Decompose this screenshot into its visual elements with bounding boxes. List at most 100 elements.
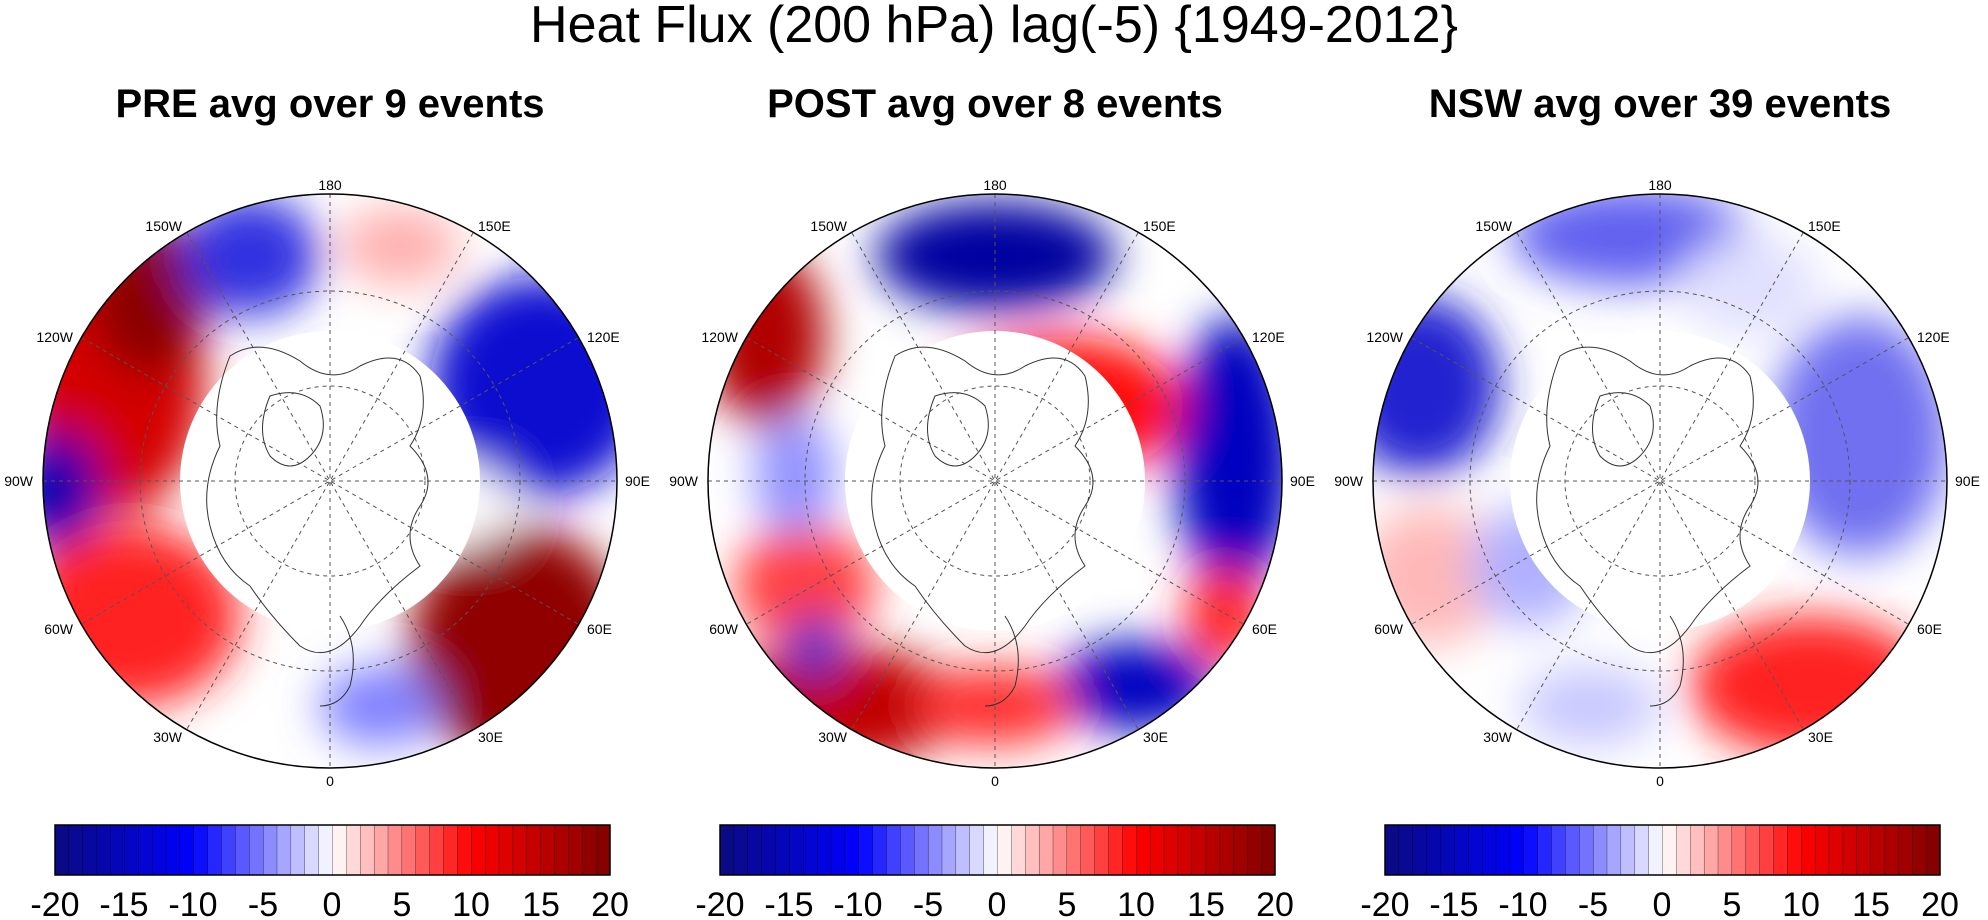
colorbar-cell (1080, 824, 1096, 876)
colorbar-tick-label: 0 (1653, 886, 1672, 920)
colorbar-cell (1828, 824, 1844, 876)
colorbar-cell (914, 824, 929, 876)
colorbar-cell (290, 824, 306, 876)
colorbar-cell (719, 824, 735, 876)
map-border (707, 193, 1283, 769)
colorbar-cell (179, 824, 195, 876)
colorbar-cell (595, 824, 611, 876)
colorbar-cell (803, 824, 818, 876)
lon-label: 120E (1917, 329, 1950, 345)
colorbar-cells (1384, 824, 1941, 876)
colorbar-tick-label: -10 (1498, 886, 1547, 920)
colorbar-tick-label: -15 (99, 886, 148, 920)
colorbar-cell (235, 824, 250, 876)
lon-label: 30E (478, 729, 503, 745)
colorbar-ticks: -20 -15 -10 -5 0 5 10 15 20 (30, 886, 628, 920)
colorbar-cell (54, 824, 70, 876)
colorbar-cell (969, 824, 985, 876)
panel-title: POST avg over 8 events (767, 82, 1223, 126)
lon-label: 90W (1334, 473, 1364, 489)
colorbar-cell (1620, 824, 1636, 876)
colorbar-cell (1426, 824, 1441, 876)
lon-label: 0 (326, 773, 334, 789)
lon-label: 120E (1252, 329, 1285, 345)
colorbar-cell (1648, 824, 1663, 876)
colorbar: -20 -15 -10 -5 0 5 10 15 20 (30, 824, 629, 920)
colorbar-cell (1759, 824, 1774, 876)
colorbar-cell (1191, 824, 1207, 876)
colorbar-cell (471, 824, 486, 876)
colorbar-cell (221, 824, 236, 876)
colorbar-tick-label: -5 (913, 886, 943, 920)
colorbar-cell (540, 824, 555, 876)
colorbar-cell (816, 824, 832, 876)
colorbar-cell (415, 824, 431, 876)
coastlines (1536, 346, 1759, 707)
colorbar-cell (1398, 824, 1414, 876)
graticule (708, 194, 1282, 768)
panel-nsw: NSW avg over 39 events (1330, 76, 1988, 920)
lon-label: 90E (1290, 473, 1315, 489)
colorbar-cell (1717, 824, 1733, 876)
colorbar-tick-label: 10 (1782, 886, 1820, 920)
colorbar-cell (1260, 824, 1276, 876)
colorbar-cell (249, 824, 264, 876)
lon-label: 120E (587, 329, 620, 345)
colorbar-cell (1912, 824, 1927, 876)
colorbar-cell (761, 824, 776, 876)
colorbar-cell (1454, 824, 1469, 876)
lon-label: 60E (1252, 621, 1277, 637)
longitude-labels: 180 150E 120E 90E 60E 30E 0 30W 60W 90W … (4, 177, 650, 789)
colorbar-cell (1412, 824, 1428, 876)
colorbar-tick-label: 15 (1187, 886, 1225, 920)
colorbar-cell (110, 824, 125, 876)
map-border (42, 193, 618, 769)
colorbar-tick-label: 10 (452, 886, 490, 920)
polar-map: 180 150E 120E 90E 60E 30E 0 30W 60W 90W … (1334, 177, 1980, 789)
colorbar-cell (138, 824, 153, 876)
polar-map: 180 150E 120E 90E 60E 30E 0 30W 60W 90W … (4, 177, 650, 789)
colorbar-cell (1690, 824, 1705, 876)
colorbar-cell (1592, 824, 1608, 876)
colorbar-cell (830, 824, 846, 876)
colorbar-cell (96, 824, 111, 876)
colorbar-tick-label: -20 (1360, 886, 1409, 920)
colorbar-cells (54, 824, 611, 876)
colorbar-cell (484, 824, 500, 876)
colorbar-cell (582, 824, 597, 876)
colorbar-cell (373, 824, 389, 876)
colorbar-cell (318, 824, 333, 876)
colorbar-cell (1495, 824, 1511, 876)
colorbar-cell (1884, 824, 1899, 876)
lon-label: 90W (669, 473, 699, 489)
lon-label: 30E (1143, 729, 1168, 745)
colorbar-cell (1177, 824, 1193, 876)
lon-label: 30W (153, 729, 183, 745)
colorbar-cell (1606, 824, 1622, 876)
colorbar-cell (151, 824, 167, 876)
colorbar-cell (1094, 824, 1109, 876)
colorbar-cell (789, 824, 804, 876)
lon-label: 120W (701, 329, 738, 345)
colorbar-cell (526, 824, 542, 876)
colorbar-tick-label: -10 (168, 886, 217, 920)
colorbar-tick-label: 20 (1256, 886, 1294, 920)
panel-post: POST avg over 8 events (665, 76, 1325, 920)
colorbar-cell (1551, 824, 1566, 876)
panel-title: PRE avg over 9 events (115, 82, 545, 126)
colorbar-cell (1801, 824, 1816, 876)
lon-label: 30W (818, 729, 848, 745)
colorbar-cell (997, 824, 1012, 876)
colorbar-cell (512, 824, 528, 876)
colorbar-cell (1842, 824, 1858, 876)
colorbar-cell (165, 824, 181, 876)
colorbar-cell (1108, 824, 1123, 876)
colorbar-cell (401, 824, 417, 876)
colorbar-tick-label: 0 (323, 886, 342, 920)
lon-label: 150W (1475, 218, 1512, 234)
colorbar-tick-label: -20 (695, 886, 744, 920)
lon-label: 90E (1955, 473, 1980, 489)
lon-label: 150W (145, 218, 182, 234)
lon-label: 180 (1648, 177, 1672, 193)
colorbar-cell (276, 824, 292, 876)
